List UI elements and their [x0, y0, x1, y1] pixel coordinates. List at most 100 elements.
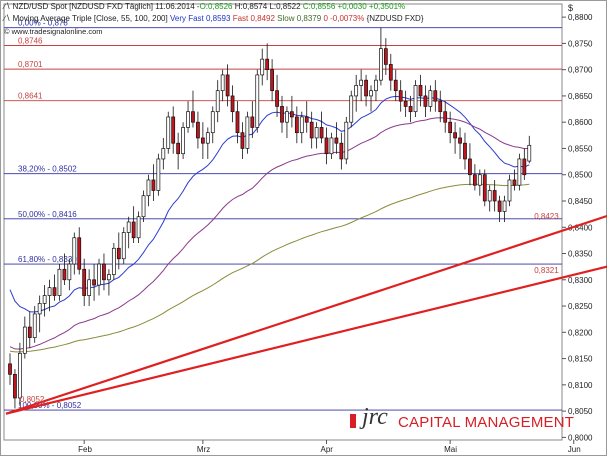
candle — [62, 253, 67, 286]
candle-body — [443, 111, 448, 123]
candle — [102, 253, 106, 291]
candle — [443, 101, 448, 133]
candle — [309, 111, 314, 149]
candle-body — [171, 116, 176, 144]
website-credit: © www.tradesignalonline.com — [4, 27, 103, 36]
candle — [260, 48, 265, 86]
candle — [482, 169, 487, 207]
trendline — [5, 214, 607, 415]
plot-area — [3, 3, 563, 441]
candle — [492, 179, 497, 212]
close-value: C:0,8556 — [302, 2, 336, 11]
candle-body — [507, 179, 512, 202]
candle — [255, 69, 260, 133]
candle-body — [280, 106, 284, 123]
x-tick-label: Mai — [444, 445, 457, 454]
candle-body — [235, 111, 240, 134]
candle — [334, 122, 339, 154]
ma-change-value: 0 -0,0073% — [323, 14, 365, 23]
candle-body — [472, 174, 477, 186]
candle — [270, 59, 274, 102]
candle — [512, 169, 517, 191]
y-tick-label: 0,8500 — [568, 171, 593, 180]
candle — [265, 43, 270, 81]
candle — [379, 27, 383, 86]
candle — [507, 174, 512, 207]
candle — [458, 127, 462, 159]
candle — [349, 90, 354, 128]
candle-body — [210, 111, 215, 134]
candle-body — [275, 90, 279, 107]
price-label: 0,8052 — [20, 395, 45, 404]
y-tick-label: 0,8300 — [568, 276, 593, 285]
candle-body — [354, 85, 359, 97]
candle — [200, 122, 205, 159]
candle-body — [433, 90, 438, 102]
candle-body — [136, 216, 141, 239]
candle-body — [285, 111, 289, 123]
candle — [359, 69, 364, 102]
candle-body — [270, 69, 274, 92]
x-tick-label: Apr — [321, 445, 334, 454]
y-tick-label: 0,8250 — [568, 302, 593, 311]
candle-body — [72, 237, 77, 265]
y-tick-label: 0,8750 — [568, 39, 593, 48]
logo-accent — [350, 414, 356, 428]
candle-body — [131, 221, 136, 239]
candle-body — [57, 268, 62, 296]
candle — [250, 101, 255, 138]
candle — [151, 164, 156, 201]
fib-level-label: 0,00% - 0,878 — [18, 19, 68, 28]
header-line-2: ∕∖ Moving Average Triple [Close, 55, 100… — [4, 14, 424, 23]
candle — [176, 132, 181, 170]
candle-body — [393, 79, 398, 92]
candle-body — [67, 263, 72, 281]
candle-body — [265, 58, 270, 71]
candle — [413, 80, 418, 117]
candle-body — [166, 116, 171, 149]
candle-body — [502, 200, 507, 212]
candle — [57, 264, 62, 301]
fib-level-label: 61,80% - 0,8330 — [18, 255, 77, 264]
candle-body — [97, 263, 101, 286]
candle-body — [349, 95, 354, 123]
candle-body — [107, 274, 111, 281]
candle-body — [294, 116, 299, 134]
candle — [299, 111, 304, 144]
candle — [87, 269, 92, 307]
candle — [354, 74, 359, 112]
candle — [477, 169, 482, 196]
candle — [97, 258, 101, 296]
candle — [196, 111, 200, 149]
candle-body — [334, 137, 339, 144]
candle — [438, 90, 443, 123]
candle-body — [344, 121, 349, 160]
change-percent: +0,3501% — [368, 2, 406, 11]
candle — [408, 95, 413, 123]
candle — [497, 195, 502, 222]
y-tick-label: 0,8600 — [568, 118, 593, 127]
candle — [285, 106, 289, 138]
candle — [423, 85, 428, 117]
candle-body — [13, 373, 17, 399]
currency-symbol: $ — [568, 3, 574, 13]
candle — [319, 111, 324, 144]
candle-body — [255, 74, 260, 128]
candle — [166, 111, 171, 154]
candle — [522, 148, 527, 180]
candle-body — [196, 121, 200, 139]
candle-body — [151, 179, 156, 191]
fib-level-label: 0,8746 — [18, 36, 43, 45]
candle-body — [497, 200, 502, 212]
candle — [121, 227, 126, 265]
candle-body — [517, 158, 522, 186]
candle-body — [458, 137, 462, 144]
candle — [280, 95, 284, 133]
candle-body — [388, 64, 393, 81]
y-tick-label: 0,8150 — [568, 355, 593, 364]
candle — [294, 106, 299, 144]
candle-body — [186, 111, 190, 128]
candle — [156, 153, 161, 196]
candle — [52, 274, 57, 301]
